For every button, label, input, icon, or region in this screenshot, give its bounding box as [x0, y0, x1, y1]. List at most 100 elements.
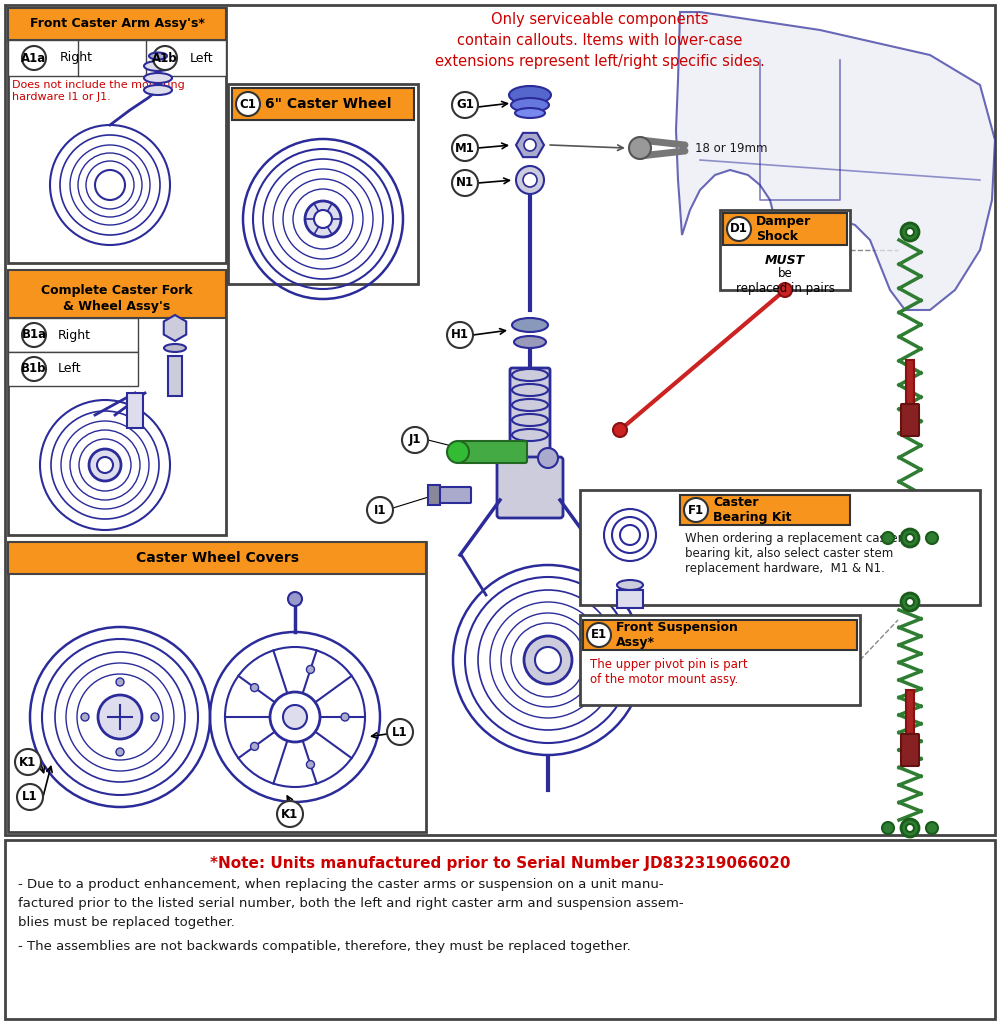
Circle shape [305, 201, 341, 237]
Ellipse shape [144, 85, 172, 95]
Circle shape [447, 322, 473, 348]
FancyBboxPatch shape [8, 270, 226, 318]
Circle shape [153, 46, 177, 70]
FancyBboxPatch shape [680, 495, 850, 525]
Ellipse shape [164, 344, 186, 352]
FancyBboxPatch shape [906, 360, 914, 410]
Circle shape [727, 217, 751, 241]
Circle shape [116, 748, 124, 756]
Text: K1: K1 [19, 756, 37, 768]
Circle shape [778, 283, 792, 297]
Circle shape [17, 784, 43, 810]
FancyBboxPatch shape [906, 690, 914, 740]
Text: E1: E1 [591, 629, 607, 641]
Text: Front Caster Arm Assy's*: Front Caster Arm Assy's* [30, 17, 204, 31]
FancyBboxPatch shape [232, 88, 414, 120]
Circle shape [251, 684, 259, 691]
Text: M1: M1 [455, 141, 475, 155]
Circle shape [151, 713, 159, 721]
Text: A1b: A1b [152, 51, 178, 65]
Text: MUST: MUST [765, 254, 805, 267]
Circle shape [901, 223, 919, 241]
Circle shape [523, 173, 537, 187]
Text: be
replaced in pairs: be replaced in pairs [736, 267, 834, 295]
Circle shape [22, 323, 46, 347]
Circle shape [81, 713, 89, 721]
Circle shape [251, 742, 259, 751]
Text: Front Suspension
Assy*: Front Suspension Assy* [616, 621, 738, 649]
Circle shape [306, 761, 314, 769]
Circle shape [367, 497, 393, 523]
Circle shape [15, 749, 41, 775]
FancyBboxPatch shape [127, 393, 143, 428]
Text: L1: L1 [22, 791, 38, 804]
Circle shape [288, 592, 302, 606]
Text: D1: D1 [730, 222, 748, 236]
Text: K1: K1 [281, 808, 299, 820]
Text: When ordering a replacement caster
bearing kit, also select caster stem
replacem: When ordering a replacement caster beari… [685, 532, 903, 575]
Text: N1: N1 [456, 176, 474, 189]
Text: 18 or 19mm: 18 or 19mm [695, 141, 768, 155]
Circle shape [535, 647, 561, 673]
Circle shape [95, 170, 125, 200]
Text: 6" Caster Wheel: 6" Caster Wheel [265, 97, 392, 111]
FancyBboxPatch shape [720, 210, 850, 290]
Ellipse shape [144, 73, 172, 83]
Text: J1: J1 [409, 433, 421, 446]
Circle shape [524, 139, 536, 151]
Circle shape [452, 135, 478, 161]
FancyBboxPatch shape [434, 487, 471, 503]
FancyBboxPatch shape [8, 542, 426, 831]
Text: B1a: B1a [21, 329, 47, 341]
Text: Right: Right [58, 329, 91, 341]
FancyBboxPatch shape [8, 40, 226, 76]
Text: Does not include the mounting
hardware I1 or J1.: Does not include the mounting hardware I… [12, 80, 185, 101]
FancyBboxPatch shape [8, 318, 138, 352]
Circle shape [89, 449, 121, 481]
Text: H1: H1 [451, 329, 469, 341]
Text: L1: L1 [392, 725, 408, 738]
FancyBboxPatch shape [228, 84, 418, 284]
Circle shape [236, 92, 260, 116]
Text: blies must be replaced together.: blies must be replaced together. [18, 916, 235, 929]
Text: C1: C1 [240, 97, 256, 111]
Circle shape [906, 598, 914, 606]
Text: factured prior to the listed serial number, both the left and right caster arm a: factured prior to the listed serial numb… [18, 897, 684, 910]
Circle shape [882, 822, 894, 834]
FancyBboxPatch shape [168, 356, 182, 396]
Circle shape [452, 170, 478, 196]
Circle shape [270, 692, 320, 742]
FancyBboxPatch shape [901, 404, 919, 436]
Circle shape [524, 636, 572, 684]
FancyBboxPatch shape [8, 270, 226, 535]
FancyBboxPatch shape [458, 441, 527, 463]
FancyBboxPatch shape [5, 5, 995, 835]
Circle shape [901, 529, 919, 547]
Text: Caster
Bearing Kit: Caster Bearing Kit [713, 496, 792, 524]
Circle shape [906, 534, 914, 542]
Text: Only serviceable components
contain callouts. Items with lower-case
extensions r: Only serviceable components contain call… [435, 12, 765, 69]
Text: - Due to a product enhancement, when replacing the caster arms or suspension on : - Due to a product enhancement, when rep… [18, 878, 664, 891]
FancyBboxPatch shape [5, 840, 995, 1019]
Text: The upper pivot pin is part
of the motor mount assy.: The upper pivot pin is part of the motor… [590, 658, 748, 686]
Circle shape [22, 46, 46, 70]
Circle shape [22, 357, 46, 381]
Ellipse shape [511, 98, 549, 112]
FancyBboxPatch shape [580, 615, 860, 705]
FancyBboxPatch shape [8, 352, 138, 386]
Circle shape [452, 92, 478, 118]
Ellipse shape [149, 52, 167, 59]
Circle shape [926, 822, 938, 834]
Text: Damper
Shock: Damper Shock [756, 215, 811, 243]
Ellipse shape [617, 580, 643, 590]
Ellipse shape [144, 61, 172, 71]
Text: F1: F1 [688, 504, 704, 516]
Text: *Note: Units manufactured prior to Serial Number JD832319066020: *Note: Units manufactured prior to Seria… [210, 856, 790, 871]
Circle shape [629, 137, 651, 159]
Text: & Wheel Assy's: & Wheel Assy's [63, 300, 171, 313]
Text: - The assemblies are not backwards compatible, therefore, they must be replaced : - The assemblies are not backwards compa… [18, 940, 631, 953]
Circle shape [538, 449, 558, 468]
FancyBboxPatch shape [617, 590, 643, 608]
Ellipse shape [509, 86, 551, 104]
Ellipse shape [515, 108, 545, 118]
